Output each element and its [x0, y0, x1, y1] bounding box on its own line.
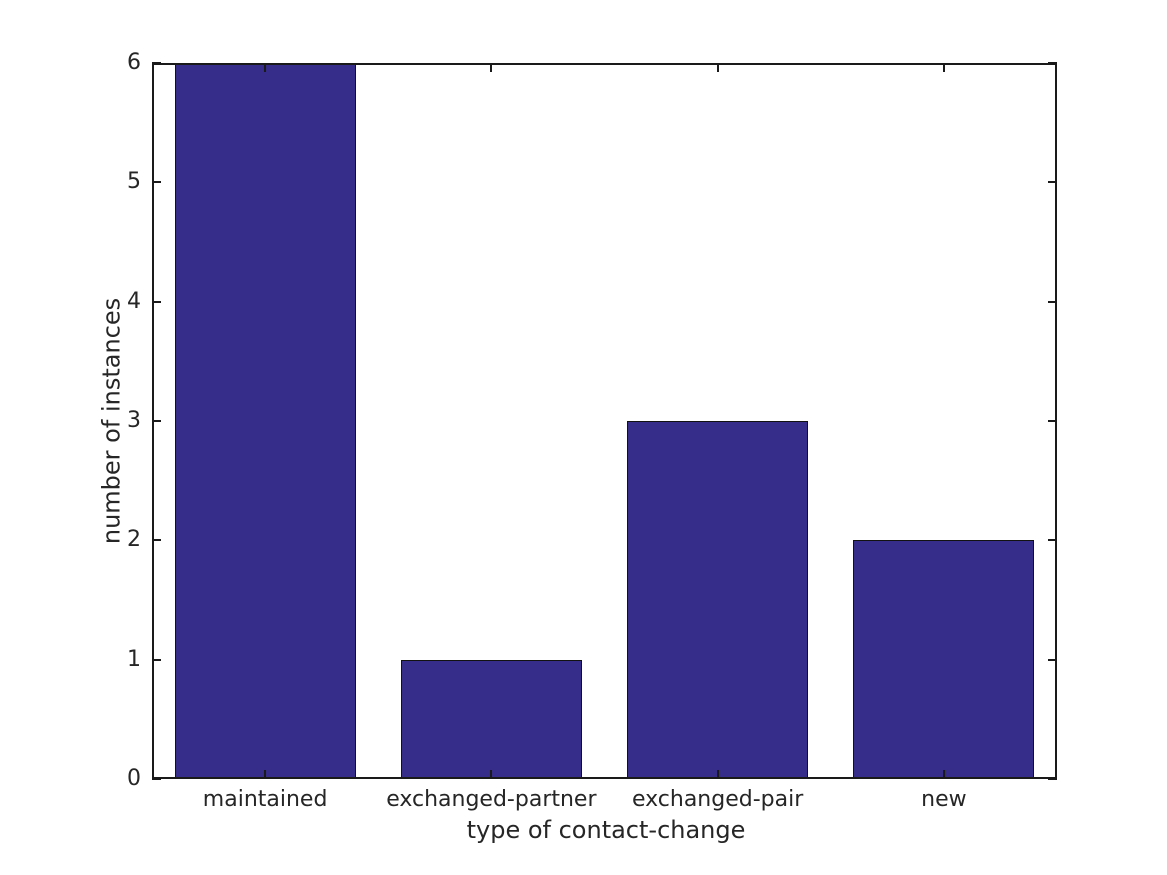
- y-tick-label: 3: [127, 408, 141, 433]
- bar-maintained: [174, 63, 356, 779]
- x-tick-label: exchanged-pair: [631, 787, 804, 812]
- bar-exchanged-pair: [627, 421, 809, 779]
- y-tick-mark: [152, 181, 161, 184]
- y-tick-mark: [152, 420, 161, 422]
- x-tick-mark-top: [264, 63, 267, 72]
- y-tick-label: 1: [127, 646, 141, 672]
- x-tick-mark: [942, 770, 945, 779]
- x-axis-title: type of contact-change: [466, 816, 746, 844]
- x-tick-label: exchanged-partner: [386, 787, 597, 812]
- x-tick-mark-top: [942, 63, 945, 72]
- y-tick-mark-right: [1048, 300, 1057, 303]
- x-tick-mark: [490, 770, 493, 779]
- bar-new: [853, 540, 1035, 779]
- plot-area: [152, 62, 1057, 780]
- y-tick-mark: [152, 778, 161, 780]
- y-tick-label: 0: [127, 766, 141, 791]
- y-tick-label: 5: [127, 169, 141, 195]
- bar-exchanged-partner: [400, 659, 582, 779]
- x-tick-mark: [264, 770, 267, 779]
- x-tick-label: new: [921, 787, 967, 812]
- y-tick-label: 2: [127, 527, 141, 553]
- y-tick-mark-right: [1048, 658, 1057, 661]
- x-tick-mark-top: [716, 63, 719, 72]
- x-tick-label: maintained: [202, 787, 328, 812]
- x-tick-mark-top: [490, 63, 493, 72]
- y-tick-mark: [152, 539, 161, 542]
- y-tick-mark-right: [1048, 62, 1057, 64]
- y-tick-mark-right: [1048, 539, 1057, 542]
- y-tick-mark-right: [1048, 420, 1057, 422]
- y-tick-mark-right: [1048, 778, 1057, 780]
- y-tick-mark: [152, 658, 161, 661]
- y-tick-mark-right: [1048, 181, 1057, 184]
- y-tick-label: 4: [127, 288, 141, 314]
- y-tick-mark: [152, 62, 161, 64]
- y-tick-mark: [152, 300, 161, 303]
- x-tick-mark: [716, 770, 719, 779]
- y-tick-label: 6: [127, 50, 141, 75]
